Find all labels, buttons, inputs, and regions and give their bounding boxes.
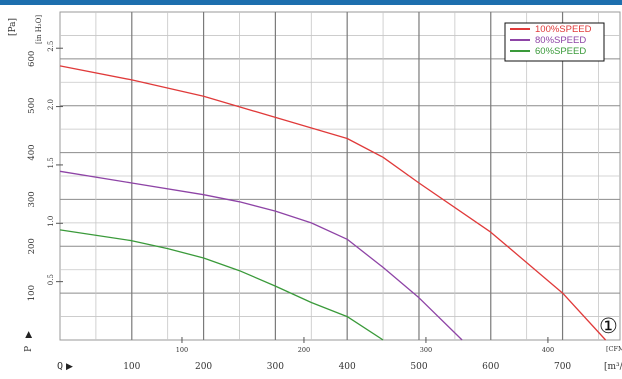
y-axis-unit-inh2o: [in H₂O]: [35, 15, 43, 44]
chart-badge: ①: [599, 314, 618, 338]
y2-tick-label: 1.0: [47, 216, 55, 227]
x-tick-label: 400: [339, 362, 356, 372]
x2-tick-label: 400: [542, 346, 554, 354]
y-axis-unit-pa: [Pa]: [8, 18, 18, 36]
curve-100pctspeed: [59, 65, 607, 341]
x-tick-label: 200: [195, 362, 212, 372]
legend-label: 60%SPEED: [535, 46, 586, 57]
x-tick-label: 600: [482, 362, 499, 372]
axes: [Pa] [in H₂O] P ▶ Q ▶ [m³/h] [CFM] 100 20…: [8, 15, 622, 372]
x2-tick-label: 300: [420, 346, 432, 354]
x2-tick-label: 100: [176, 346, 188, 354]
x-axis-arrow-icon: ▶: [66, 361, 73, 371]
x-tick-label: 500: [410, 362, 427, 372]
y-axis-arrow-icon: ▶: [23, 331, 33, 338]
y2-tick-label: 2.5: [47, 41, 55, 52]
y-tick-label: 400: [27, 144, 37, 160]
grid: [59, 11, 621, 341]
x-axis-unit-cfm: [CFM]: [606, 345, 622, 353]
legend-label: 100%SPEED: [535, 24, 592, 35]
x2-tick-label: 200: [298, 346, 310, 354]
x-axis-unit-m3h: [m³/h]: [604, 362, 622, 372]
legend-label: 80%SPEED: [535, 35, 586, 46]
curve-60pctspeed: [59, 229, 384, 341]
y-tick-label: 300: [27, 191, 37, 207]
y-tick-label: 600: [27, 51, 37, 67]
x-tick-label: 700: [554, 362, 571, 372]
top-accent-bar: [0, 0, 622, 5]
x-tick-label: 100: [123, 362, 140, 372]
performance-curves: [59, 65, 607, 341]
y-axis-symbol: P: [24, 346, 34, 352]
y-tick-label: 100: [27, 285, 37, 301]
x-axis-symbol: Q: [57, 361, 63, 372]
y2-tick-label: 0.5: [47, 274, 55, 285]
curve-80pctspeed: [59, 170, 463, 341]
y-tick-label: 500: [27, 98, 37, 114]
x-tick-label: 300: [267, 362, 284, 372]
y2-tick-label: 2.0: [47, 99, 55, 110]
y-tick-label: 200: [27, 238, 37, 254]
y2-tick-label: 1.5: [47, 157, 55, 168]
